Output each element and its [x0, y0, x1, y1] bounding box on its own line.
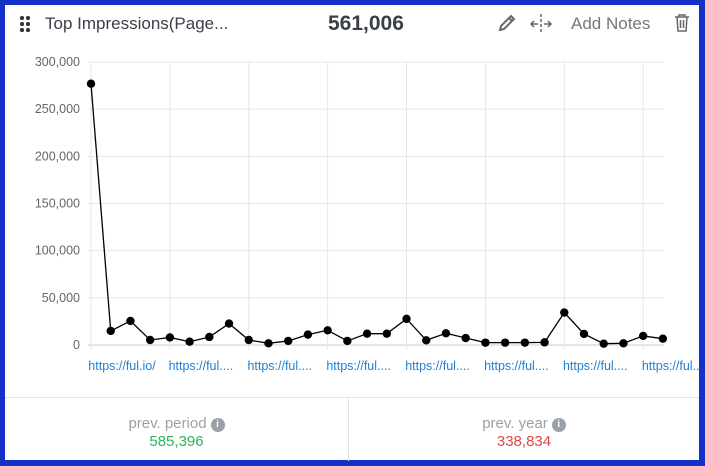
prev-period-label: prev. period [128, 415, 207, 432]
y-tick-label: 50,000 [42, 291, 80, 305]
prev-period-value: 585,396 [149, 433, 204, 450]
data-point [658, 334, 668, 343]
move-horizontal-icon[interactable] [529, 13, 553, 35]
data-point [224, 319, 234, 328]
data-point [303, 330, 313, 339]
data-point [362, 329, 372, 338]
data-point [205, 332, 214, 342]
data-point [481, 338, 490, 347]
data-point [185, 337, 194, 346]
add-notes-button[interactable]: Add Notes [571, 14, 651, 33]
data-point [323, 326, 332, 335]
x-tick-label[interactable]: https://ful.... [563, 359, 628, 373]
data-point [441, 329, 451, 338]
y-tick-label: 150,000 [35, 197, 80, 211]
data-point [86, 79, 96, 88]
data-point [126, 316, 135, 326]
data-point [461, 333, 470, 343]
data-point [422, 336, 431, 345]
x-tick-label[interactable]: https://ful.... [326, 359, 391, 373]
data-point [145, 335, 155, 345]
x-tick-label[interactable]: https://ful.... [247, 359, 312, 373]
x-tick-label[interactable]: https://ful.... [405, 359, 470, 373]
x-tick-label[interactable]: https://ful.... [169, 359, 234, 373]
y-tick-label: 250,000 [35, 102, 80, 116]
widget-card: Top Impressions(Page... 561,006 Add Note… [5, 5, 699, 461]
comparison-footer: prev. period i 585,396 prev. year i 338,83… [5, 397, 699, 461]
data-point [343, 336, 352, 346]
prev-year-label: prev. year [482, 415, 548, 432]
data-point [560, 308, 569, 317]
prev-year-value: 338,834 [496, 433, 552, 450]
data-point [500, 338, 510, 347]
data-point [619, 339, 628, 348]
pencil-icon[interactable] [497, 13, 517, 33]
line-chart: 0 50,000 100,000 150,000 200,000 250,000 300,0… [35, 55, 699, 373]
data-point [402, 314, 411, 324]
x-tick-label[interactable]: https://ful.... [642, 359, 699, 373]
data-point [599, 339, 608, 348]
total-value: 561,006 [328, 12, 404, 35]
data-point [382, 329, 391, 338]
series-line [90, 83, 663, 345]
widget-title[interactable]: Top Impressions(Page... [45, 14, 229, 33]
x-tick-label[interactable]: https://ful.io/ [88, 359, 156, 373]
data-point [165, 333, 175, 342]
y-tick-label: 0 [73, 338, 80, 352]
data-point [284, 336, 293, 346]
widget-header: Top Impressions(Page... 561,006 Add Note… [5, 5, 699, 45]
data-point [106, 326, 115, 336]
y-tick-label: 300,000 [35, 55, 80, 69]
data-point [264, 339, 273, 348]
prev-year-section: prev. year i 338,834 [348, 398, 699, 461]
prev-period-section: prev. period i 585,396 [5, 398, 348, 461]
data-point [579, 329, 589, 339]
y-tick-label: 100,000 [35, 244, 80, 258]
info-icon[interactable]: i [551, 418, 566, 432]
data-point [244, 335, 253, 345]
data-point [540, 338, 549, 347]
trash-icon[interactable] [674, 13, 690, 33]
y-tick-label: 200,000 [35, 149, 80, 163]
data-point [520, 338, 530, 347]
info-icon[interactable]: i [210, 418, 225, 432]
data-point [638, 331, 648, 341]
drag-handle-icon[interactable] [20, 16, 30, 32]
x-tick-label[interactable]: https://ful.... [484, 359, 549, 373]
